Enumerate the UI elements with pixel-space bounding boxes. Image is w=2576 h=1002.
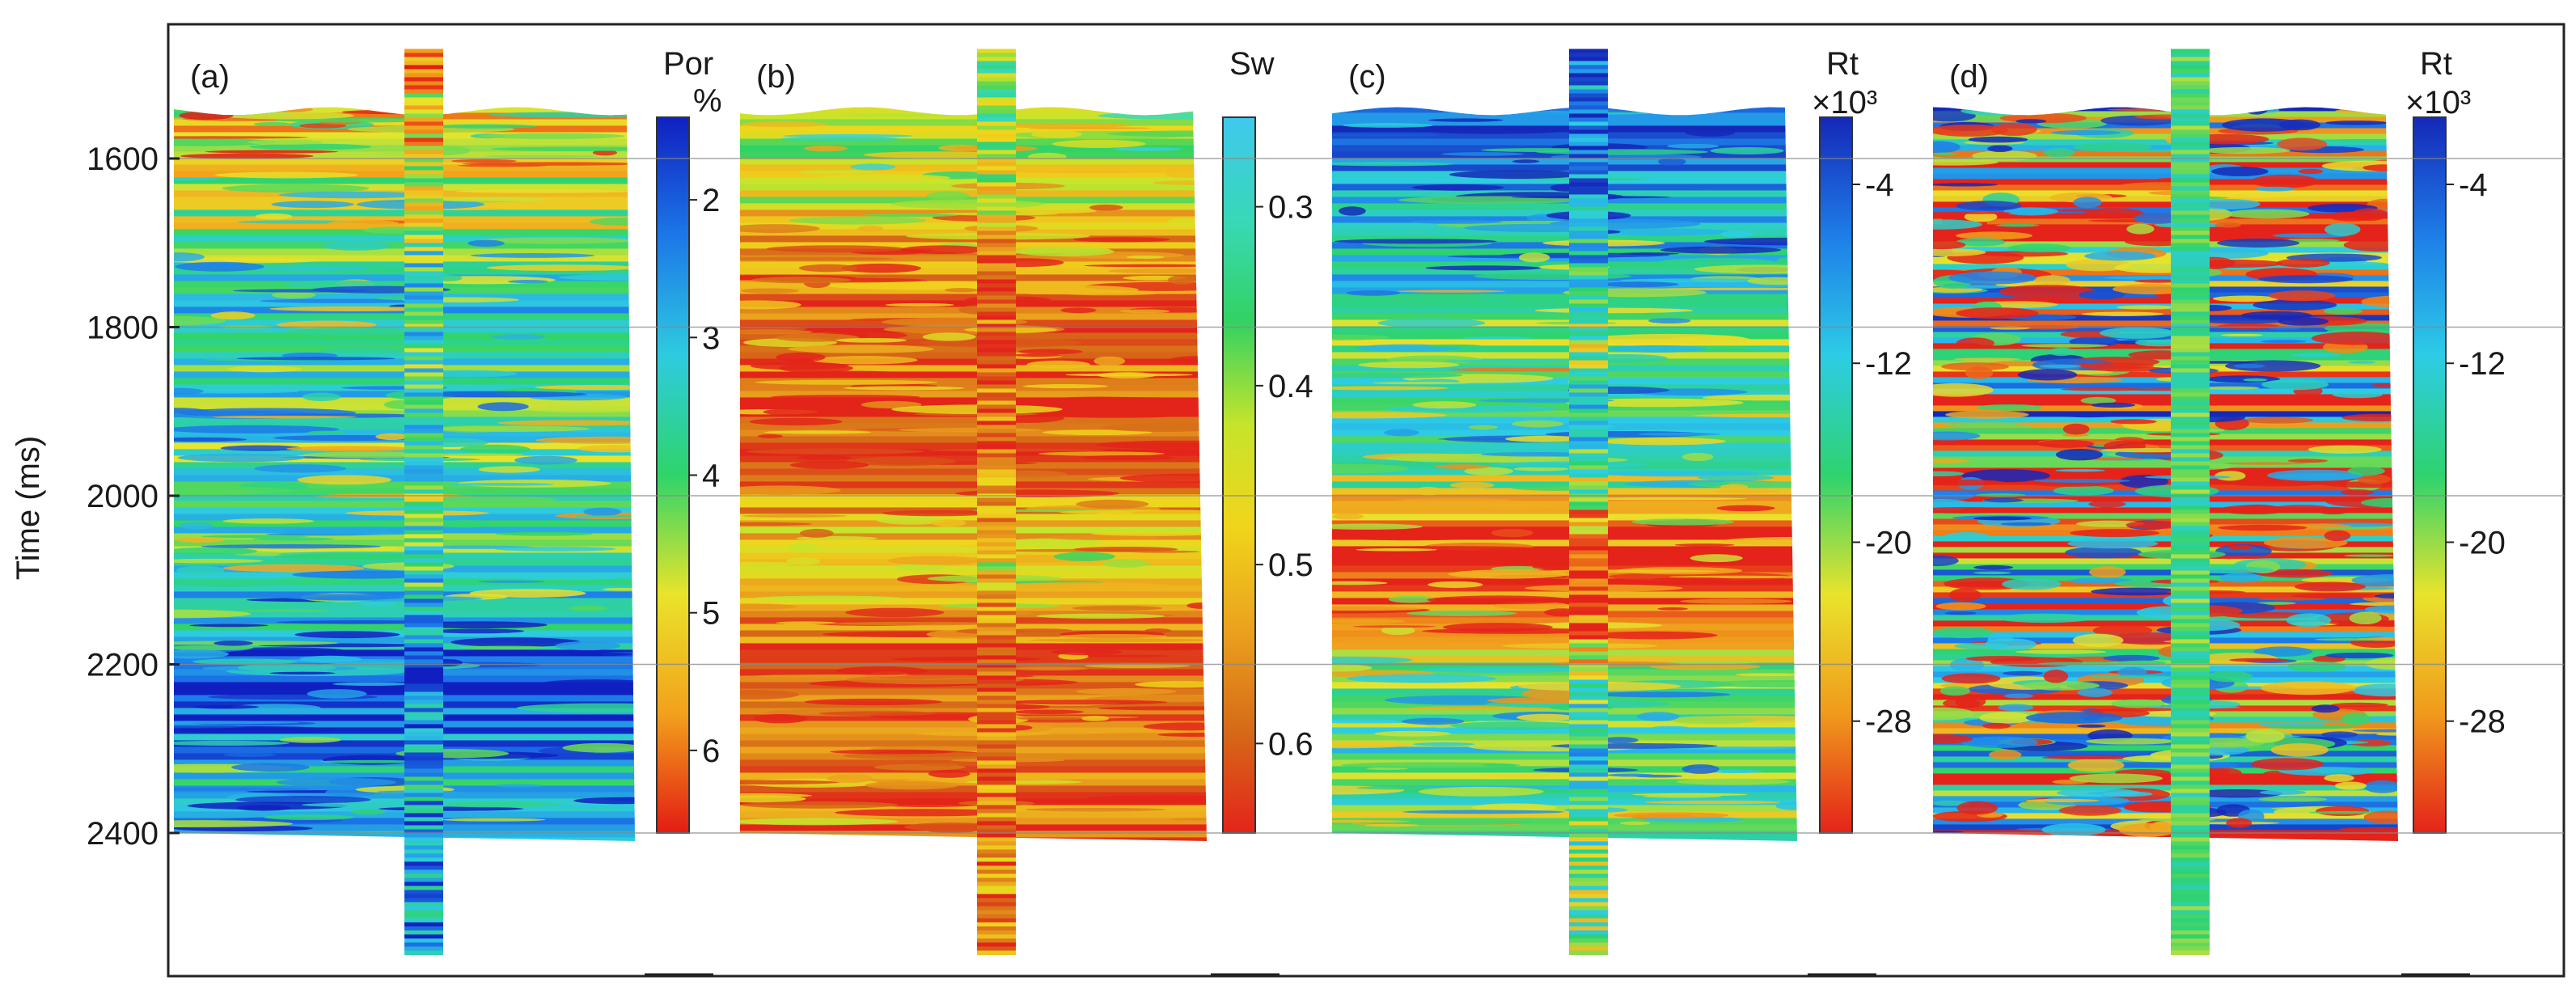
y-tick-label: 2000 bbox=[87, 479, 159, 514]
colorbar-multiplier: ×10³ bbox=[1812, 85, 1877, 120]
well-log bbox=[404, 49, 443, 955]
plot-frame bbox=[167, 23, 2565, 978]
well-log bbox=[977, 49, 1016, 955]
colorbar-tick-label: 6 bbox=[702, 734, 720, 769]
y-tick-label: 1800 bbox=[87, 311, 159, 346]
y-tick-label: 2200 bbox=[87, 648, 159, 683]
colorbar-tick-label: 0.6 bbox=[1268, 726, 1313, 762]
colorbar-tick-label: 2 bbox=[702, 183, 720, 218]
panel-a: (a) Por% 2 3 4 5 6 bbox=[174, 46, 722, 976]
y-tick-label: 2400 bbox=[87, 816, 159, 852]
colorbar: Sw 0.3 0.4 0.5 0.6 bbox=[1211, 46, 1313, 976]
colorbar-multiplier: ×10³ bbox=[2405, 85, 2471, 120]
colorbar-scale bbox=[656, 116, 690, 834]
gridlines bbox=[168, 158, 2564, 834]
y-axis-label: Time (ms) bbox=[11, 436, 46, 580]
panel-c: (c) Rt×10³ -4 -12 -20 -28 bbox=[1332, 46, 1912, 976]
colorbar-tick-label: -12 bbox=[1865, 346, 1912, 382]
colorbar-tick-label: 0.5 bbox=[1268, 548, 1313, 583]
panel-label: (c) bbox=[1348, 59, 1386, 95]
colorbar-tick-label: -28 bbox=[1865, 704, 1912, 740]
colorbar-tick-label: 0.4 bbox=[1268, 369, 1313, 404]
colorbar-tick-label: -20 bbox=[1865, 525, 1912, 560]
colorbar: Rt×10³ -4 -12 -20 -28 bbox=[2401, 46, 2506, 976]
colorbar-tick-label: -20 bbox=[2459, 525, 2506, 560]
colorbar-tick-label: -12 bbox=[2459, 346, 2506, 382]
colorbar-tick-label: 4 bbox=[702, 459, 720, 494]
colorbar: Por% 2 3 4 5 6 bbox=[645, 46, 722, 976]
colorbar-title: Sw bbox=[1229, 46, 1275, 82]
y-tick-label: 1600 bbox=[87, 142, 159, 177]
panel-label: (d) bbox=[1949, 59, 1989, 95]
colorbar-tick-label: -4 bbox=[2459, 167, 2488, 203]
seismic-section bbox=[1332, 107, 1797, 841]
colorbar-unit: % bbox=[693, 83, 722, 119]
panel-label: (a) bbox=[190, 59, 230, 95]
colorbar-scale bbox=[1819, 116, 1853, 834]
colorbar-tick-label: 5 bbox=[702, 596, 720, 632]
panel-d: (d) Rt×10³ -4 -12 -20 -28 bbox=[1933, 46, 2506, 976]
colorbar: Rt×10³ -4 -12 -20 -28 bbox=[1808, 46, 1912, 976]
colorbar-scale bbox=[2413, 116, 2447, 834]
panel-label: (b) bbox=[756, 59, 796, 95]
colorbar-tick-label: 0.3 bbox=[1268, 190, 1313, 226]
colorbar-tick-label: 3 bbox=[702, 320, 720, 356]
colorbar-title: Por bbox=[663, 46, 713, 82]
well-log bbox=[2171, 49, 2210, 955]
colorbar-title: Rt bbox=[2420, 46, 2452, 82]
panel-b: (b) Sw 0.3 0.4 0.5 0.6 bbox=[740, 46, 1313, 976]
colorbar-scale bbox=[1222, 116, 1256, 834]
seismic-section bbox=[740, 107, 1207, 842]
colorbar-tick-label: -28 bbox=[2459, 704, 2506, 740]
colorbar-tick-label: -4 bbox=[1865, 167, 1894, 203]
colorbar-title: Rt bbox=[1826, 46, 1859, 82]
seismic-section bbox=[1933, 107, 2398, 841]
well-log bbox=[1569, 49, 1608, 955]
y-axis-ticks: 1600 1800 2000 2200 2400 bbox=[87, 142, 180, 852]
